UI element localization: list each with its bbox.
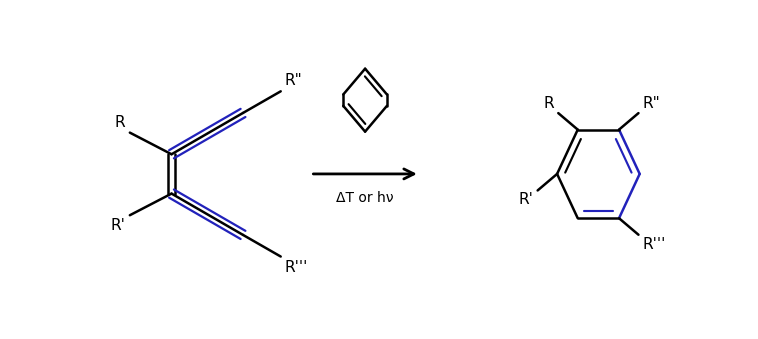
Text: R': R'	[518, 193, 534, 207]
Text: R''': R'''	[643, 237, 666, 252]
Text: ΔT or hν: ΔT or hν	[337, 191, 394, 205]
Text: R': R'	[110, 218, 125, 233]
Text: R: R	[114, 115, 125, 129]
Text: R": R"	[285, 73, 302, 88]
Text: R": R"	[643, 96, 660, 111]
Text: R''': R'''	[285, 259, 308, 275]
Text: R: R	[543, 96, 554, 111]
